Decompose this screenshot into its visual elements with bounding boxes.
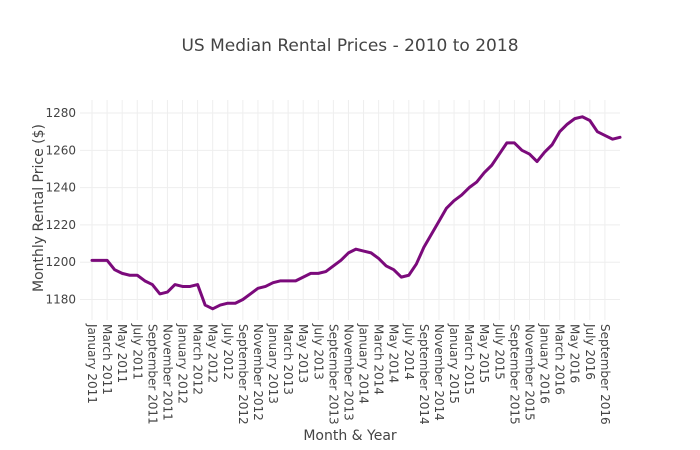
- y-tick-label: 1260: [45, 143, 76, 157]
- y-tick-label: 1220: [45, 218, 76, 232]
- x-tick-label: May 2013: [296, 324, 310, 383]
- x-tick-label: January 2016: [538, 323, 552, 404]
- x-tick-label: March 2015: [462, 324, 476, 395]
- x-tick-label: September 2012: [236, 324, 250, 425]
- x-tick-label: January 2012: [176, 323, 190, 404]
- rental-price-line: [90, 115, 622, 311]
- chart-title: US Median Rental Prices - 2010 to 2018: [181, 36, 518, 56]
- y-axis-title: Monthly Rental Price ($): [31, 124, 47, 292]
- x-tick-label: January 2013: [266, 323, 280, 404]
- x-axis-title: Month & Year: [303, 428, 397, 444]
- x-tick-label: March 2016: [553, 324, 567, 395]
- x-tick-label: January 2015: [447, 323, 461, 404]
- x-tick-label: March 2014: [372, 324, 386, 395]
- x-tick-label: September 2015: [507, 324, 521, 425]
- y-gridlines: [80, 112, 620, 300]
- x-tick-label: November 2015: [522, 324, 536, 421]
- x-tick-label: May 2016: [568, 324, 582, 383]
- x-tick-label: September 2013: [326, 324, 340, 425]
- y-tick-label: 1180: [45, 292, 76, 306]
- x-tick-label: November 2014: [432, 324, 446, 421]
- x-tick-label: May 2012: [206, 324, 220, 383]
- y-tick-label: 1240: [45, 181, 76, 195]
- x-tick-label: May 2011: [115, 324, 129, 383]
- x-tick-label: July 2013: [311, 323, 325, 380]
- x-tick-label: July 2016: [583, 323, 597, 380]
- x-tick-label: September 2014: [417, 324, 431, 425]
- x-tick-label: November 2013: [341, 324, 355, 421]
- x-axis-ticks: January 2011 March 2011 May 2011 July 2011 S…: [85, 323, 612, 425]
- x-tick-label: July 2011: [130, 323, 144, 380]
- y-tick-label: 1280: [45, 106, 76, 120]
- x-tick-label: May 2015: [477, 324, 491, 383]
- x-tick-label: September 2011: [145, 324, 159, 425]
- x-tick-label: January 2014: [357, 323, 371, 404]
- x-gridlines: [91, 100, 606, 320]
- x-tick-label: November 2012: [251, 324, 265, 421]
- x-tick-label: March 2012: [191, 324, 205, 395]
- x-tick-label: March 2011: [100, 324, 114, 395]
- y-axis-ticks: 1180 1200 1220 1240 1260 1280: [45, 106, 76, 306]
- x-tick-label: January 2011: [85, 323, 99, 404]
- x-tick-label: November 2011: [160, 324, 174, 421]
- x-tick-label: July 2015: [492, 323, 506, 380]
- x-tick-label: March 2013: [281, 324, 295, 395]
- x-tick-label: July 2014: [402, 323, 416, 380]
- x-tick-label: July 2012: [221, 323, 235, 380]
- x-tick-label: May 2014: [387, 324, 401, 383]
- x-tick-label: September 2016: [598, 324, 612, 425]
- y-tick-label: 1200: [45, 255, 76, 269]
